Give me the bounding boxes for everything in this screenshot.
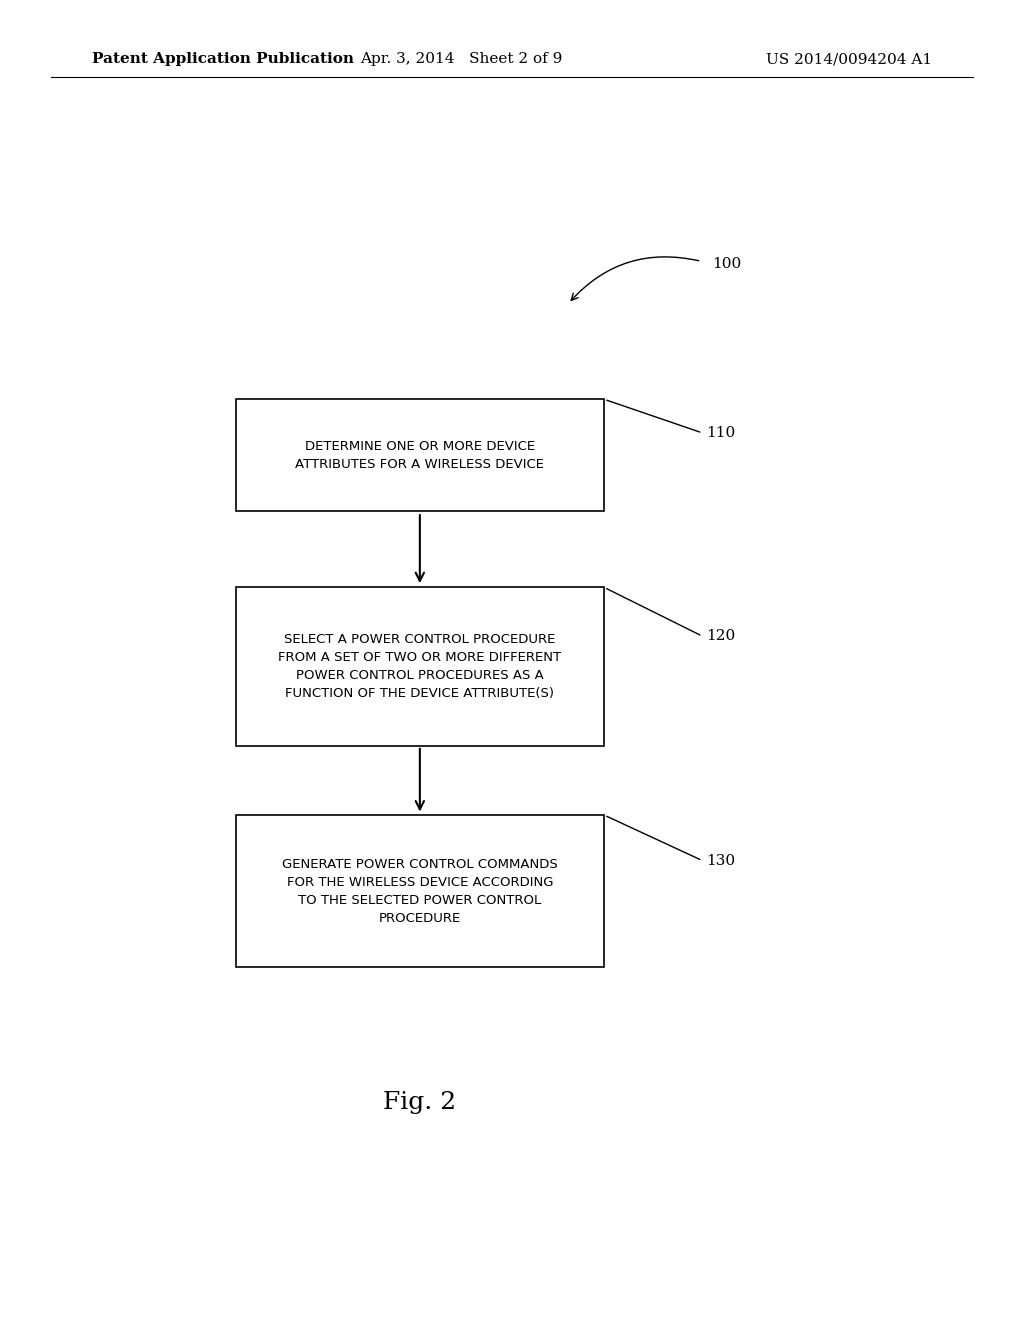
FancyBboxPatch shape [236, 399, 604, 511]
FancyBboxPatch shape [236, 587, 604, 746]
Text: Fig. 2: Fig. 2 [383, 1090, 457, 1114]
Text: 100: 100 [712, 257, 741, 271]
Text: Patent Application Publication: Patent Application Publication [92, 53, 354, 66]
Text: Apr. 3, 2014   Sheet 2 of 9: Apr. 3, 2014 Sheet 2 of 9 [359, 53, 562, 66]
Text: US 2014/0094204 A1: US 2014/0094204 A1 [766, 53, 932, 66]
Text: SELECT A POWER CONTROL PROCEDURE
FROM A SET OF TWO OR MORE DIFFERENT
POWER CONTR: SELECT A POWER CONTROL PROCEDURE FROM A … [279, 634, 561, 700]
Text: 120: 120 [707, 630, 736, 643]
Text: 130: 130 [707, 854, 735, 867]
Text: GENERATE POWER CONTROL COMMANDS
FOR THE WIRELESS DEVICE ACCORDING
TO THE SELECTE: GENERATE POWER CONTROL COMMANDS FOR THE … [282, 858, 558, 924]
Text: DETERMINE ONE OR MORE DEVICE
ATTRIBUTES FOR A WIRELESS DEVICE: DETERMINE ONE OR MORE DEVICE ATTRIBUTES … [295, 440, 545, 471]
FancyBboxPatch shape [236, 814, 604, 966]
Text: 110: 110 [707, 426, 736, 440]
